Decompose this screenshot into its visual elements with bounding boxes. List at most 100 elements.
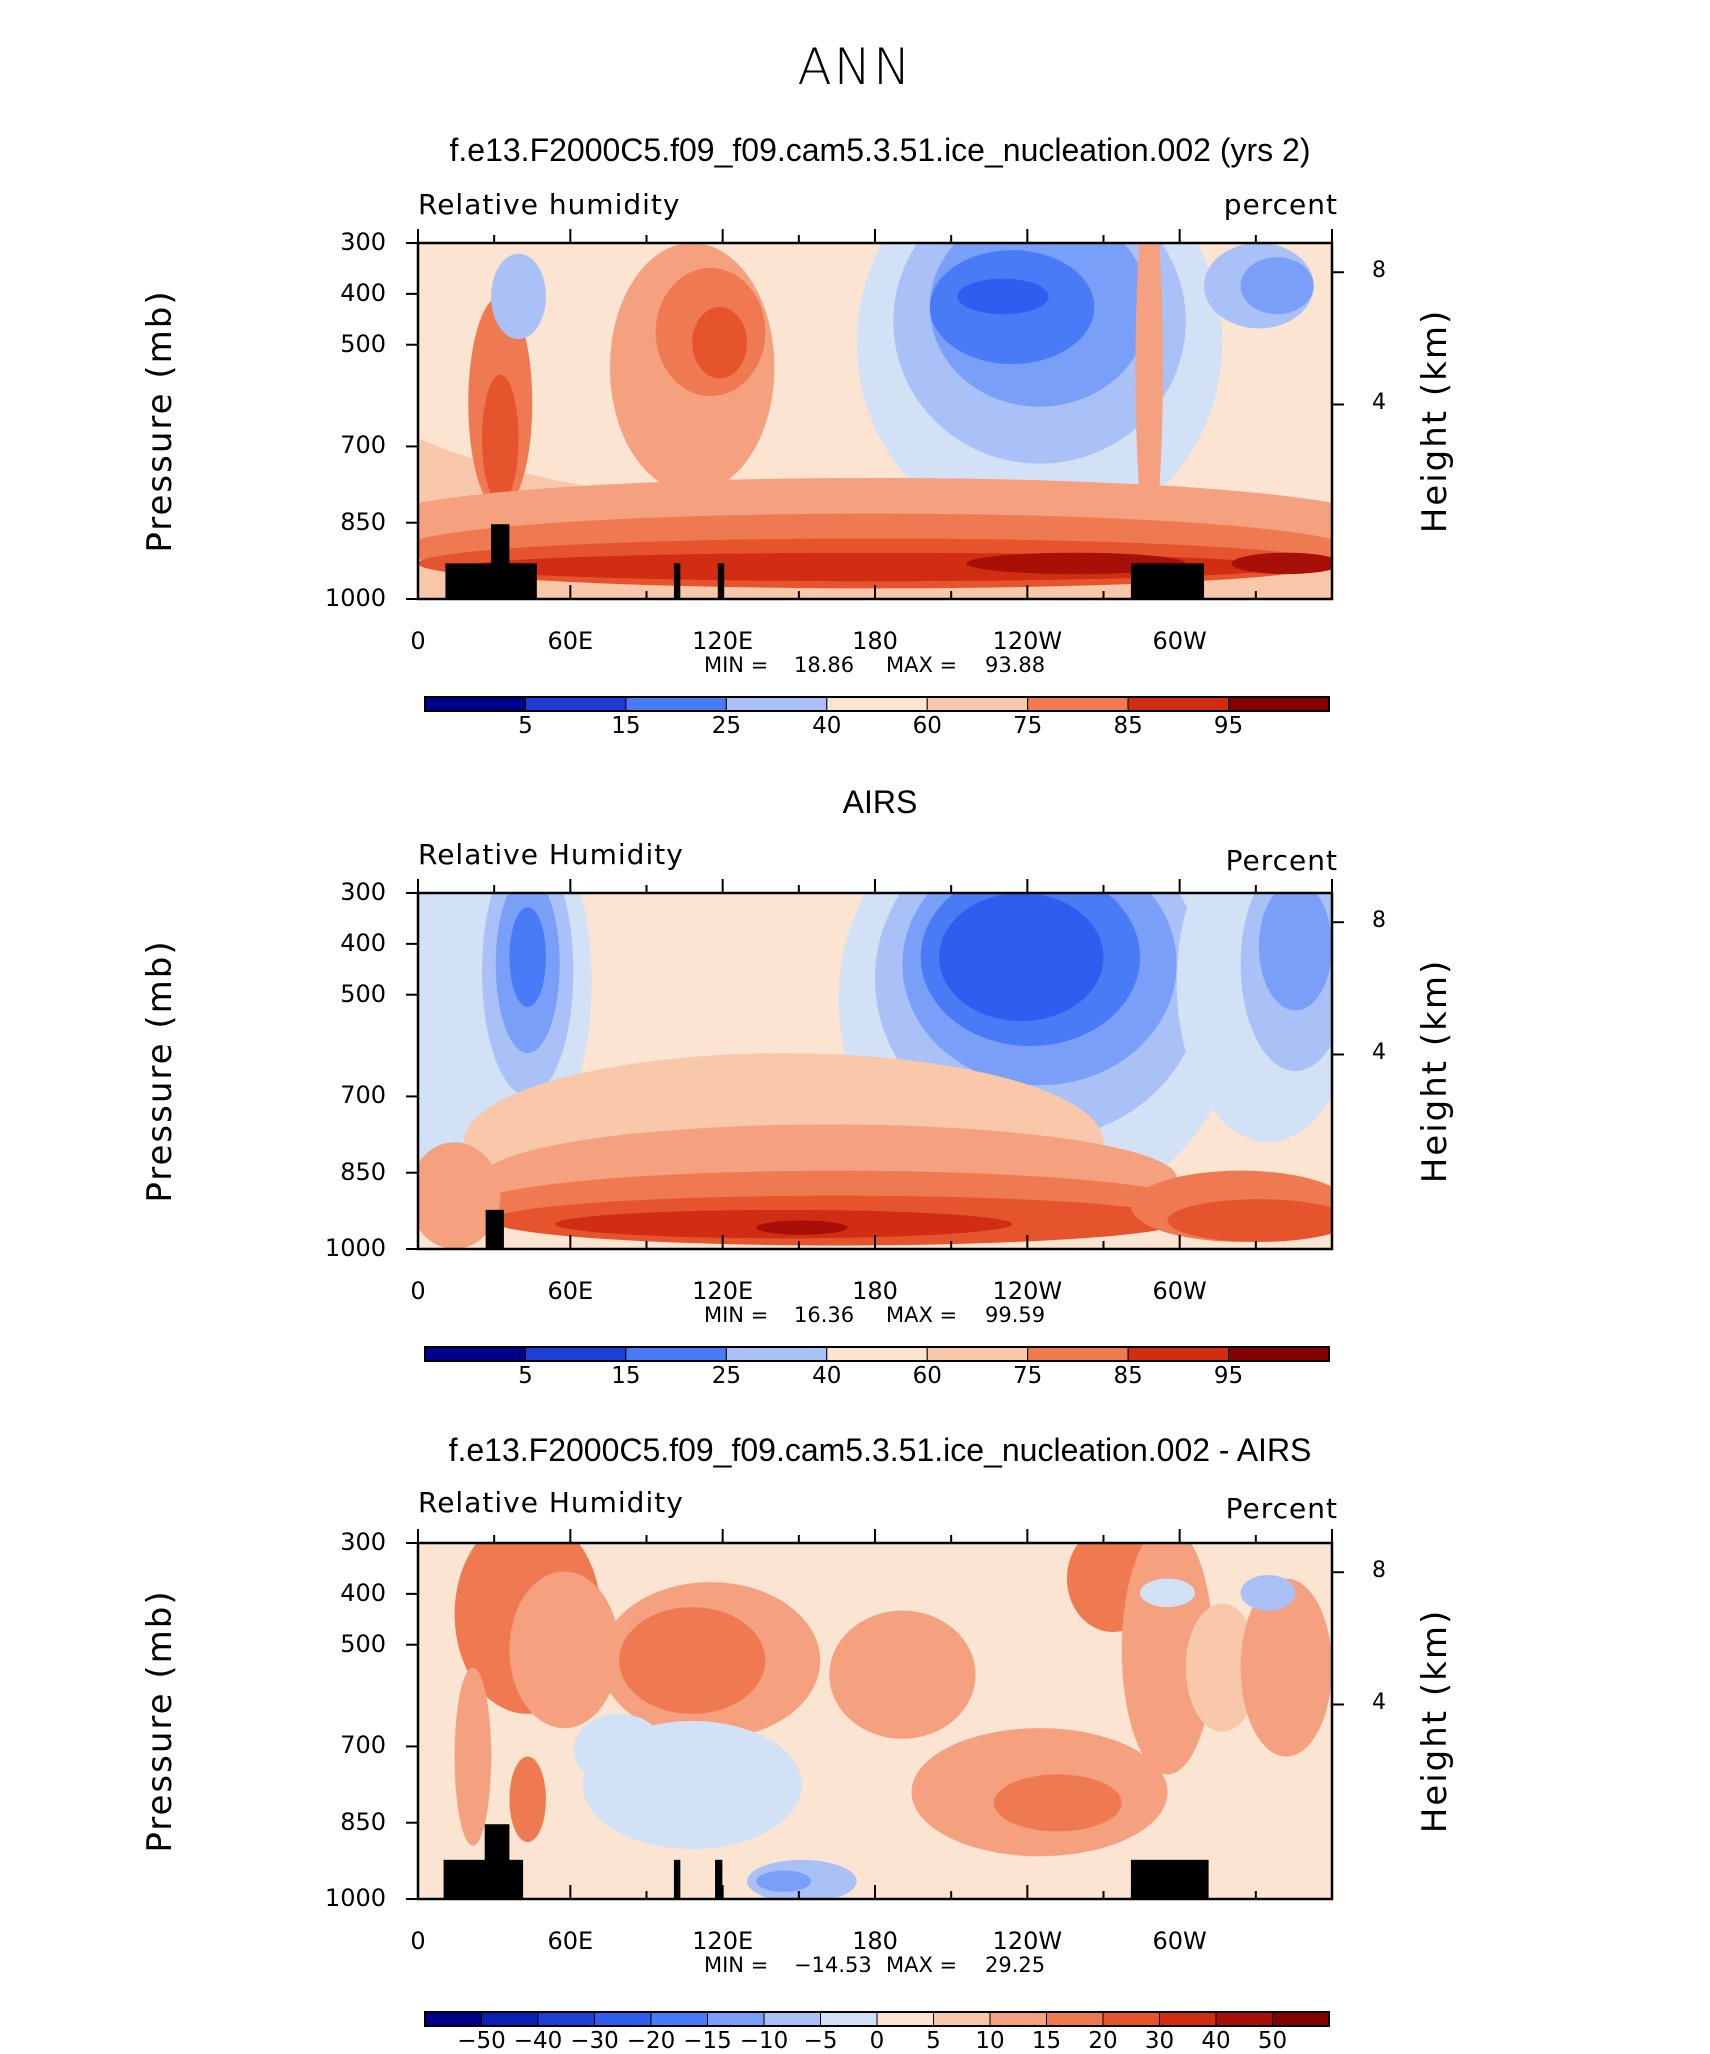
y-tick-label: 300: [340, 1528, 386, 1556]
colorbar-box: [1127, 1346, 1230, 1362]
y-tick-label: 850: [340, 1157, 386, 1186]
y-tick-label: 700: [340, 1081, 386, 1110]
colorbar-box: [876, 2011, 934, 2027]
x-tick-label: 180: [852, 1277, 898, 1305]
colorbar-box: [650, 2011, 708, 2027]
colorbar-box: [537, 2011, 595, 2027]
colorbar-box: [820, 2011, 878, 2027]
contour-region: [509, 907, 546, 1007]
y-tick-label: 500: [340, 979, 386, 1008]
contour-region: [1185, 1603, 1259, 1732]
y-tick-label: 850: [340, 1807, 386, 1836]
right-axis-label: Height (km): [1415, 1608, 1455, 1834]
y-axis-label: Pressure (mb): [140, 289, 180, 553]
colorbar-box: [424, 1346, 526, 1362]
y-tick-label: 700: [340, 431, 386, 460]
x-tick-label: 60W: [1152, 1927, 1207, 1955]
panel-2-variable-label: Relative Humidity: [418, 838, 684, 871]
colorbar-frame: [424, 1346, 1330, 1362]
colorbar-box: [725, 1346, 828, 1362]
panel-1-variable-label: Relative humidity: [418, 188, 681, 221]
panel-2-title: AIRS: [842, 784, 918, 820]
contour-region: [1135, 243, 1163, 546]
colorbar-label: 60: [912, 1363, 942, 1389]
contour-region: [418, 1142, 501, 1249]
y-tick-label: 300: [340, 878, 386, 906]
colorbar-box: [725, 696, 828, 712]
colorbar-box: [826, 696, 928, 712]
colorbar-box: [989, 2011, 1047, 2027]
x-tick-label: 60E: [547, 627, 594, 655]
colorbar-label: 50: [1257, 2028, 1288, 2054]
max-value: 29.25: [985, 1953, 1046, 1977]
topography-mask: [673, 1859, 681, 1899]
colorbar-box: [926, 1346, 1029, 1362]
colorbar-box: [1046, 2011, 1104, 2027]
panel-1-field: [418, 243, 1332, 599]
min-label: MIN =: [704, 653, 769, 677]
max-label: MAX =: [886, 653, 958, 677]
topography-mask: [717, 563, 725, 599]
colorbar-frame: [424, 2011, 1330, 2027]
colorbar-label: 75: [1013, 1363, 1043, 1389]
panel-2-field: [418, 893, 1332, 1249]
colorbar-box: [1228, 696, 1330, 712]
colorbar-label: 95: [1213, 1363, 1244, 1389]
topography-mask: [485, 1209, 504, 1249]
colorbar-box: [524, 1346, 627, 1362]
y-tick-label: 500: [340, 329, 386, 358]
right-axis-label: Height (km): [1415, 308, 1455, 534]
contour-region: [938, 893, 1104, 1022]
contour-region: [573, 1713, 665, 1786]
topography-mask: [1130, 563, 1205, 599]
contour-region: [1140, 1578, 1195, 1608]
y-tick-label: 1000: [324, 584, 386, 612]
figure-title: ANN: [797, 38, 913, 96]
colorbar-box: [1102, 2011, 1160, 2027]
topography-mask: [484, 1824, 510, 1899]
contour-region: [1121, 1543, 1214, 1775]
topography-mask: [443, 1859, 524, 1899]
x-tick-label: 120W: [992, 627, 1063, 655]
max-value: 93.88: [985, 653, 1046, 677]
colorbar-label: 95: [1213, 713, 1244, 739]
contour-region: [957, 278, 1049, 315]
contour-region: [1231, 552, 1332, 575]
x-tick-label: 0: [410, 1927, 426, 1955]
min-label: MIN =: [704, 1303, 769, 1327]
colorbar-label: 40: [812, 1363, 842, 1389]
colorbar-box: [424, 2011, 482, 2027]
max-value: 99.59: [985, 1303, 1046, 1327]
colorbar-box: [1027, 1346, 1129, 1362]
colorbar-box: [625, 1346, 727, 1362]
contour-region: [619, 1607, 766, 1714]
panel-3-field: [418, 1543, 1332, 1899]
colorbar-box: [1272, 2011, 1330, 2027]
colorbar-box: [933, 2011, 991, 2027]
colorbar-label: 25: [711, 713, 741, 739]
colorbar-box: [594, 2011, 652, 2027]
x-tick-label: 120E: [692, 1277, 754, 1305]
x-tick-label: 60W: [1152, 627, 1207, 655]
topography-mask: [1130, 1859, 1209, 1899]
topography-mask: [509, 563, 524, 599]
y-tick-label: 400: [340, 928, 386, 957]
contour-region: [1167, 1199, 1332, 1242]
x-tick-label: 120E: [692, 627, 754, 655]
colorbar-label: 85: [1113, 713, 1143, 739]
panel-2-units-label: Percent: [1225, 844, 1338, 877]
max-label: MAX =: [886, 1953, 958, 1977]
y-axis-label: Pressure (mb): [140, 1589, 180, 1853]
panel-3-title: f.e13.F2000C5.f09_f09.cam5.3.51.ice_nucl…: [448, 1432, 1312, 1468]
min-value: 16.36: [794, 1303, 855, 1327]
panel-1-units-label: percent: [1223, 188, 1338, 221]
y-tick-label: 1000: [324, 1884, 386, 1912]
contour-region: [1240, 1575, 1296, 1611]
y-axis-label: Pressure (mb): [140, 939, 180, 1203]
colorbar-label: 85: [1113, 1363, 1143, 1389]
colorbar-box: [424, 696, 526, 712]
right-axis-label: Height (km): [1415, 958, 1455, 1184]
x-tick-label: 120W: [992, 1927, 1063, 1955]
colorbar-box: [1027, 696, 1129, 712]
